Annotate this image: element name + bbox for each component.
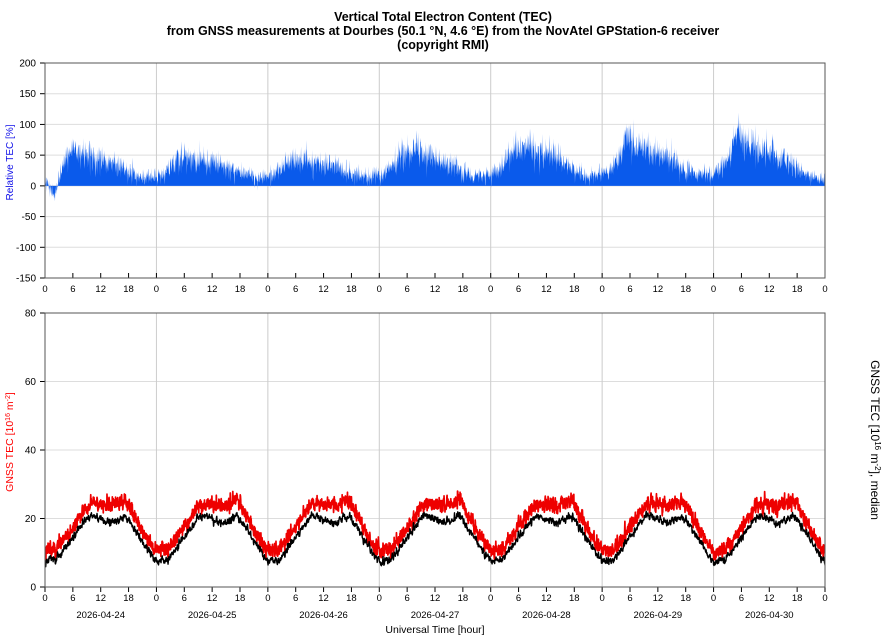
svg-text:6: 6 bbox=[70, 284, 75, 295]
svg-text:18: 18 bbox=[569, 593, 580, 604]
svg-text:60: 60 bbox=[25, 377, 37, 388]
svg-text:0: 0 bbox=[265, 593, 270, 604]
svg-text:18: 18 bbox=[235, 284, 246, 295]
svg-text:0: 0 bbox=[822, 593, 827, 604]
svg-text:2026-04-30: 2026-04-30 bbox=[745, 610, 794, 621]
svg-text:2026-04-25: 2026-04-25 bbox=[188, 610, 237, 621]
svg-text:6: 6 bbox=[739, 593, 744, 604]
svg-text:2026-04-29: 2026-04-29 bbox=[634, 610, 683, 621]
svg-text:12: 12 bbox=[430, 593, 441, 604]
svg-text:0: 0 bbox=[488, 593, 493, 604]
svg-text:6: 6 bbox=[404, 593, 409, 604]
svg-text:6: 6 bbox=[293, 284, 298, 295]
svg-text:6: 6 bbox=[739, 284, 744, 295]
svg-text:12: 12 bbox=[95, 284, 106, 295]
svg-text:0: 0 bbox=[711, 284, 716, 295]
svg-text:12: 12 bbox=[764, 284, 775, 295]
svg-text:Relative TEC [%]: Relative TEC [%] bbox=[5, 124, 16, 200]
svg-text:18: 18 bbox=[680, 284, 691, 295]
svg-text:12: 12 bbox=[430, 284, 441, 295]
svg-text:0: 0 bbox=[599, 593, 604, 604]
svg-text:18: 18 bbox=[792, 593, 803, 604]
svg-text:18: 18 bbox=[792, 284, 803, 295]
svg-text:6: 6 bbox=[182, 284, 187, 295]
svg-text:18: 18 bbox=[235, 593, 246, 604]
svg-text:0: 0 bbox=[488, 284, 493, 295]
svg-text:100: 100 bbox=[19, 120, 36, 131]
svg-text:6: 6 bbox=[182, 593, 187, 604]
svg-text:12: 12 bbox=[318, 593, 329, 604]
svg-text:18: 18 bbox=[346, 593, 357, 604]
svg-text:GNSS TEC [1016 m-2], median: GNSS TEC [1016 m-2], median bbox=[868, 360, 883, 520]
svg-text:12: 12 bbox=[653, 284, 664, 295]
svg-text:2026-04-24: 2026-04-24 bbox=[76, 610, 125, 621]
svg-text:0: 0 bbox=[154, 593, 159, 604]
svg-text:12: 12 bbox=[764, 593, 775, 604]
svg-text:150: 150 bbox=[19, 89, 36, 100]
svg-text:6: 6 bbox=[516, 284, 521, 295]
svg-text:0: 0 bbox=[599, 284, 604, 295]
svg-text:20: 20 bbox=[25, 514, 37, 525]
svg-text:2026-04-28: 2026-04-28 bbox=[522, 610, 571, 621]
svg-text:0: 0 bbox=[377, 593, 382, 604]
svg-text:0: 0 bbox=[30, 181, 36, 192]
svg-text:0: 0 bbox=[822, 284, 827, 295]
svg-text:6: 6 bbox=[627, 284, 632, 295]
svg-text:18: 18 bbox=[458, 593, 469, 604]
svg-text:18: 18 bbox=[458, 284, 469, 295]
svg-text:18: 18 bbox=[123, 593, 134, 604]
svg-text:18: 18 bbox=[680, 593, 691, 604]
svg-text:-100: -100 bbox=[16, 243, 36, 254]
svg-text:12: 12 bbox=[207, 593, 218, 604]
svg-text:0: 0 bbox=[42, 593, 47, 604]
svg-text:12: 12 bbox=[95, 593, 106, 604]
svg-text:0: 0 bbox=[42, 284, 47, 295]
svg-text:200: 200 bbox=[19, 59, 36, 70]
svg-text:6: 6 bbox=[70, 593, 75, 604]
svg-text:12: 12 bbox=[207, 284, 218, 295]
svg-text:0: 0 bbox=[265, 284, 270, 295]
svg-text:6: 6 bbox=[404, 284, 409, 295]
svg-text:12: 12 bbox=[541, 593, 552, 604]
svg-text:12: 12 bbox=[541, 284, 552, 295]
svg-text:6: 6 bbox=[293, 593, 298, 604]
svg-text:2026-04-26: 2026-04-26 bbox=[299, 610, 348, 621]
svg-text:50: 50 bbox=[25, 151, 37, 162]
svg-text:12: 12 bbox=[318, 284, 329, 295]
svg-text:6: 6 bbox=[627, 593, 632, 604]
svg-text:18: 18 bbox=[569, 284, 580, 295]
svg-text:0: 0 bbox=[30, 583, 36, 594]
svg-text:12: 12 bbox=[653, 593, 664, 604]
svg-text:6: 6 bbox=[516, 593, 521, 604]
svg-text:-50: -50 bbox=[22, 212, 37, 223]
svg-text:80: 80 bbox=[25, 309, 37, 320]
svg-text:GNSS TEC [1016 m-2]: GNSS TEC [1016 m-2] bbox=[4, 392, 16, 492]
svg-text:-150: -150 bbox=[16, 274, 36, 285]
svg-text:18: 18 bbox=[123, 284, 134, 295]
svg-text:0: 0 bbox=[154, 284, 159, 295]
svg-text:18: 18 bbox=[346, 284, 357, 295]
svg-text:40: 40 bbox=[25, 446, 37, 457]
svg-text:Universal Time [hour]: Universal Time [hour] bbox=[385, 624, 484, 636]
svg-text:0: 0 bbox=[711, 593, 716, 604]
svg-text:2026-04-27: 2026-04-27 bbox=[411, 610, 460, 621]
svg-text:0: 0 bbox=[377, 284, 382, 295]
